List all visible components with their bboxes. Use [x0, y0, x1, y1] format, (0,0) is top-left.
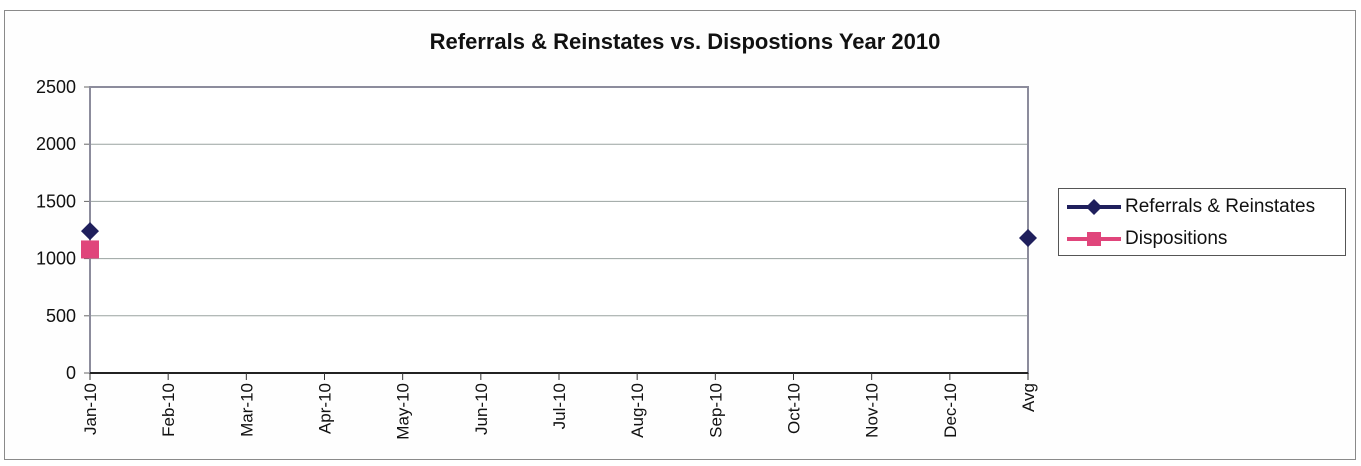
x-tick-label: Nov-10 — [863, 383, 882, 438]
data-point-referrals — [1019, 229, 1037, 248]
x-tick-label: Jun-10 — [472, 383, 491, 435]
legend-label-dispositions: Dispositions — [1125, 228, 1228, 249]
legend-item-referrals: Referrals & Reinstates — [1059, 194, 1345, 220]
legend-marker-square-icon — [1067, 232, 1121, 246]
x-tick-label: Dec-10 — [941, 383, 960, 438]
legend-marker-diamond-icon — [1067, 199, 1121, 215]
x-tick-label: Apr-10 — [316, 383, 335, 434]
plot-background — [90, 87, 1028, 373]
x-tick-label: Avg — [1019, 383, 1038, 412]
x-tick-label: Mar-10 — [237, 383, 256, 437]
data-point-referrals — [81, 222, 99, 241]
x-tick-label: Sep-10 — [706, 383, 725, 438]
y-tick-label: 500 — [46, 306, 76, 326]
x-tick-label: Oct-10 — [785, 383, 804, 434]
y-tick-label: 2000 — [36, 134, 76, 154]
chart-title: Referrals & Reinstates vs. Dispostions Y… — [429, 29, 941, 54]
legend-label-referrals: Referrals & Reinstates — [1125, 196, 1316, 217]
y-tick-label: 1000 — [36, 249, 76, 269]
y-tick-label: 2500 — [36, 77, 76, 97]
x-tick-label: Jul-10 — [550, 383, 569, 429]
data-point-dispositions — [81, 240, 99, 259]
x-tick-label: Aug-10 — [628, 383, 647, 438]
x-tick-label: May-10 — [394, 383, 413, 440]
y-tick-label: 0 — [66, 363, 76, 383]
y-tick-label: 1500 — [36, 191, 76, 211]
x-tick-label: Feb-10 — [159, 383, 178, 437]
legend: Referrals & Reinstates Dispositions — [1058, 188, 1346, 256]
legend-item-dispositions: Dispositions — [1059, 226, 1345, 252]
x-tick-label: Jan-10 — [81, 383, 100, 435]
